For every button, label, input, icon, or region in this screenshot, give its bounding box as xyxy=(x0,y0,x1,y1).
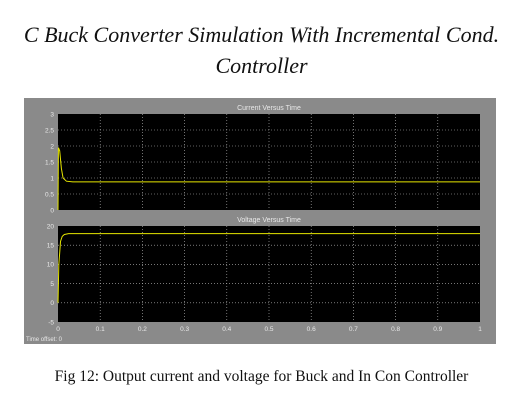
y-tick-label-voltage: 5 xyxy=(50,281,54,288)
y-tick-label-voltage: 15 xyxy=(47,243,55,250)
page-heading-line1: C Buck Converter Simulation With Increme… xyxy=(23,22,500,47)
y-tick-label-current: 2.5 xyxy=(45,127,54,134)
scope-figure: 0 0.5 1 1.5 2 2.5 3 0 0.1 0.2 0.3 0.4 0.5 0.6 0.7 0.8 0.… xyxy=(24,98,496,344)
x-tick-label: 0.3 xyxy=(180,326,189,333)
y-tick-label-current: 1.5 xyxy=(45,159,54,166)
chart-title-voltage: Voltage Versus Time xyxy=(237,217,301,224)
current-trace xyxy=(57,147,480,211)
x-tick-label: 0.7 xyxy=(349,326,358,333)
y-tick-label-voltage: -5 xyxy=(48,319,54,326)
time-offset-label: Time offset: 0 xyxy=(26,337,63,343)
x-tick-label: 0.9 xyxy=(433,326,442,333)
page-heading-line2: Controller xyxy=(215,53,308,78)
y-tick-label-current: 0.5 xyxy=(45,191,54,198)
y-tick-label-current: 3 xyxy=(50,111,54,118)
voltage-trace xyxy=(57,233,480,303)
x-tick-label: 0.8 xyxy=(391,326,400,333)
x-tick-label: 0.2 xyxy=(138,326,147,333)
scope-chart: 0 0.5 1 1.5 2 2.5 3 0 0.1 0.2 0.3 0.4 0.5 0.6 0.7 0.8 0.… xyxy=(26,105,482,343)
x-tick-label: 0.1 xyxy=(96,326,105,333)
y-tick-label-current: 2 xyxy=(50,143,54,150)
y-tick-label-voltage: 0 xyxy=(50,300,54,307)
x-tick-label: 0.4 xyxy=(222,326,231,333)
y-tick-label-current: 0 xyxy=(50,207,54,214)
chart-title-current: Current Versus Time xyxy=(237,105,301,112)
y-tick-label-voltage: 10 xyxy=(47,262,55,269)
x-tick-label: 1 xyxy=(478,326,482,333)
x-tick-label: 0.6 xyxy=(307,326,316,333)
figure-caption: Fig 12: Output current and voltage for B… xyxy=(54,368,469,385)
y-tick-label-voltage: 20 xyxy=(47,223,55,230)
x-tick-label: 0 xyxy=(56,326,60,333)
x-tick-label: 0.5 xyxy=(264,326,273,333)
y-tick-label-current: 1 xyxy=(50,175,54,182)
